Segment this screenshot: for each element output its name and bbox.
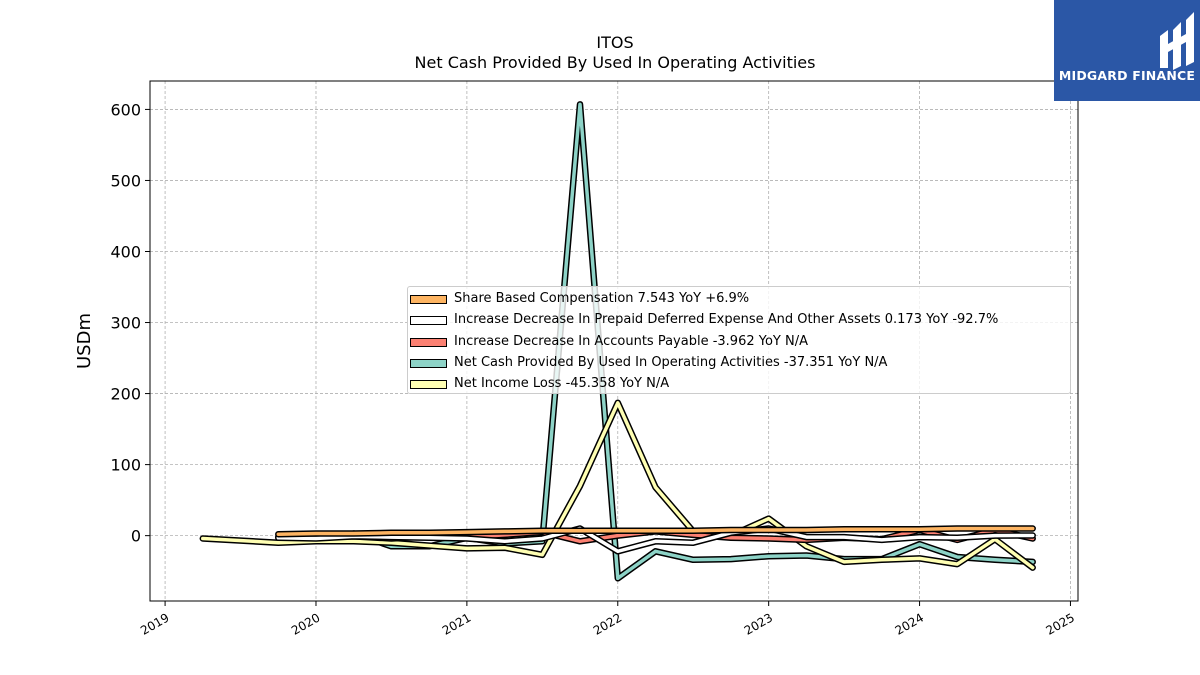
- y-tick-label: 400: [110, 242, 141, 261]
- y-tick-label: 300: [110, 314, 141, 333]
- x-axis: 2019 2020 2021 2022 2023 2024 2025: [138, 601, 1077, 638]
- chart-title: ITOS: [596, 33, 634, 52]
- legend: Share Based Compensation 7.543 YoY +6.9%…: [407, 286, 1071, 394]
- x-tick-label: 2025: [1044, 610, 1077, 637]
- series-line: [201, 401, 1035, 570]
- midgard-finance-logo: MIDGARD FINANCE: [1054, 0, 1200, 101]
- chart-subtitle: Net Cash Provided By Used In Operating A…: [414, 53, 816, 72]
- legend-swatch: [410, 380, 447, 390]
- legend-swatch: [410, 316, 447, 326]
- plot-frame: [149, 80, 1079, 602]
- y-tick-label: 100: [110, 456, 141, 475]
- x-tick-label: 2020: [289, 610, 322, 637]
- x-tick-label: 2024: [893, 610, 926, 637]
- legend-label: Increase Decrease In Accounts Payable -3…: [454, 333, 808, 349]
- legend-label: Net Cash Provided By Used In Operating A…: [454, 354, 888, 370]
- legend-label: Net Income Loss -45.358 YoY N/A: [454, 376, 670, 392]
- legend-swatch: [410, 358, 447, 368]
- y-axis: 0 100 200 300 400 500 600: [110, 100, 150, 546]
- y-axis-label: USDm: [74, 313, 95, 369]
- x-tick-label: 2021: [440, 610, 473, 637]
- logo-text: MIDGARD FINANCE: [1058, 68, 1196, 83]
- x-tick-label: 2022: [591, 610, 624, 637]
- legend-label: Increase Decrease In Prepaid Deferred Ex…: [454, 312, 999, 328]
- series-line: [276, 526, 1035, 536]
- series-net-income-loss: [199, 399, 1036, 571]
- series-lines: [199, 101, 1036, 582]
- y-tick-label: 200: [110, 385, 141, 404]
- logo-mark-icon: [1160, 12, 1194, 70]
- x-tick-label: 2023: [742, 610, 775, 637]
- series-increase-decrease-in-prepaid-deferred-expense-and-other-assets: [275, 525, 1036, 555]
- y-tick-label: 500: [110, 171, 141, 190]
- legend-label: Share Based Compensation 7.543 YoY +6.9%: [454, 291, 750, 306]
- series-line: [276, 526, 1035, 554]
- legend-swatch: [410, 337, 447, 347]
- y-tick-label: 600: [110, 100, 141, 119]
- y-tick-label: 0: [131, 527, 141, 546]
- series-share-based-compensation: [275, 525, 1036, 538]
- x-tick-label: 2019: [138, 610, 171, 637]
- legend-swatch: [410, 295, 447, 304]
